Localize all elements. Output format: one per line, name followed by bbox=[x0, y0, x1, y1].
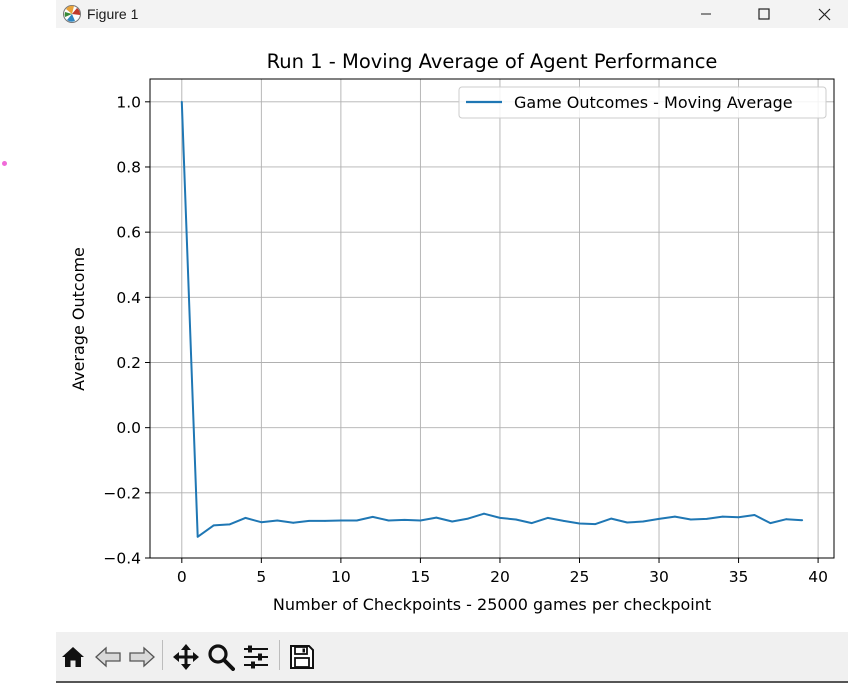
x-axis-label: Number of Checkpoints - 25000 games per … bbox=[273, 595, 711, 614]
home-icon bbox=[62, 647, 84, 667]
y-tick-label: −0.2 bbox=[103, 484, 141, 502]
data-point bbox=[515, 518, 517, 521]
data-point bbox=[658, 518, 660, 520]
y-tick-label: 0.2 bbox=[116, 354, 141, 372]
data-point bbox=[419, 519, 422, 522]
x-tick-label: 20 bbox=[490, 568, 510, 586]
data-point bbox=[483, 512, 485, 515]
data-point bbox=[705, 518, 708, 520]
ticks: 0 5 10 15 20 25 30 35 40 −0.4 −0.2 0.0 0.2 0.4 0.6 0.8 1… bbox=[103, 93, 828, 586]
y-tick-label: 0.0 bbox=[116, 419, 141, 437]
data-point bbox=[292, 521, 295, 524]
data-point bbox=[578, 522, 581, 525]
x-tick-label: 35 bbox=[729, 568, 749, 586]
data-point bbox=[801, 519, 804, 522]
zoom-icon bbox=[208, 644, 235, 671]
chart-canvas: 0 5 10 15 20 25 30 35 40 −0.4 −0.2 0.0 0.2 0.4 0.6 0.8 1… bbox=[69, 50, 835, 614]
forward-arrow-icon bbox=[129, 646, 155, 668]
legend-box bbox=[458, 86, 827, 119]
data-point bbox=[626, 521, 629, 524]
data-point bbox=[371, 516, 374, 518]
legend-label: Game Outcomes - Moving Average bbox=[514, 93, 793, 112]
home-button[interactable] bbox=[57, 640, 89, 674]
y-tick-label: 0.8 bbox=[116, 158, 141, 176]
back-button[interactable] bbox=[92, 640, 124, 674]
minimize-icon bbox=[701, 13, 711, 15]
data-point bbox=[610, 517, 613, 520]
title-bar: Figure 1 bbox=[56, 0, 848, 28]
data-point bbox=[260, 521, 263, 524]
data-point bbox=[435, 516, 438, 519]
data-point bbox=[594, 523, 597, 525]
close-button[interactable] bbox=[801, 0, 847, 28]
x-tick-label: 15 bbox=[411, 568, 431, 586]
pan-button[interactable] bbox=[170, 640, 202, 674]
data-point bbox=[212, 524, 215, 527]
y-tick-label: 1.0 bbox=[116, 93, 141, 111]
minimize-button[interactable] bbox=[683, 0, 729, 28]
save-icon bbox=[290, 645, 314, 669]
figure-window: Figure 1 0 5 10 15 20 25 30 35 40 −0.4 −0.2 0.0 0.2 0… bbox=[56, 0, 848, 683]
data-point bbox=[340, 519, 342, 522]
configure-subplots-button[interactable] bbox=[240, 640, 272, 674]
toolbar-separator bbox=[279, 640, 280, 670]
pan-icon bbox=[173, 644, 199, 670]
back-arrow-icon bbox=[95, 646, 121, 668]
data-point bbox=[276, 519, 279, 522]
data-point bbox=[546, 517, 549, 519]
data-point bbox=[562, 520, 565, 522]
window-title: Figure 1 bbox=[87, 6, 139, 22]
y-tick-label: 0.6 bbox=[116, 224, 141, 242]
data-point bbox=[721, 515, 724, 518]
chart-title: Run 1 - Moving Average of Agent Performa… bbox=[267, 50, 718, 73]
save-button[interactable] bbox=[286, 640, 318, 674]
data-point bbox=[196, 535, 199, 538]
x-tick-label: 5 bbox=[256, 568, 266, 586]
data-point bbox=[228, 523, 231, 526]
data-point bbox=[689, 518, 692, 521]
data-point bbox=[467, 517, 469, 520]
data-point bbox=[403, 519, 406, 521]
forward-button[interactable] bbox=[126, 640, 158, 674]
data-point bbox=[785, 518, 788, 521]
data-point bbox=[530, 522, 533, 524]
close-icon bbox=[818, 8, 830, 20]
data-point bbox=[355, 519, 358, 522]
y-tick-label: 0.4 bbox=[116, 289, 141, 307]
data-point bbox=[324, 520, 326, 522]
y-axis-label: Average Outcome bbox=[69, 247, 88, 391]
data-point bbox=[642, 520, 644, 523]
data-point bbox=[769, 522, 772, 524]
maximize-button[interactable] bbox=[741, 0, 787, 28]
toolbar bbox=[56, 632, 848, 683]
grid bbox=[150, 79, 834, 559]
y-tick-label: −0.4 bbox=[103, 550, 141, 568]
legend: Game Outcomes - Moving Average bbox=[458, 86, 827, 119]
axes-frame bbox=[149, 78, 835, 559]
data-point bbox=[308, 520, 310, 522]
x-tick-label: 10 bbox=[331, 568, 351, 586]
zoom-button[interactable] bbox=[205, 640, 237, 674]
data-point bbox=[753, 514, 756, 516]
data-point bbox=[180, 100, 183, 103]
x-tick-label: 25 bbox=[570, 568, 590, 586]
data-point bbox=[737, 516, 740, 519]
series-line bbox=[180, 101, 803, 538]
toolbar-separator bbox=[162, 640, 163, 670]
data-point bbox=[674, 515, 676, 518]
series-layer bbox=[180, 100, 804, 538]
data-point bbox=[387, 519, 390, 522]
data-point bbox=[244, 517, 247, 519]
maximize-icon bbox=[758, 8, 770, 20]
x-tick-label: 0 bbox=[177, 568, 187, 586]
configure-subplots-icon bbox=[244, 645, 268, 669]
x-tick-label: 30 bbox=[649, 568, 669, 586]
data-point bbox=[499, 517, 501, 519]
figure-app-icon bbox=[63, 5, 81, 23]
data-point bbox=[451, 520, 454, 523]
pink-dot bbox=[2, 161, 7, 166]
x-tick-label: 40 bbox=[808, 568, 828, 586]
